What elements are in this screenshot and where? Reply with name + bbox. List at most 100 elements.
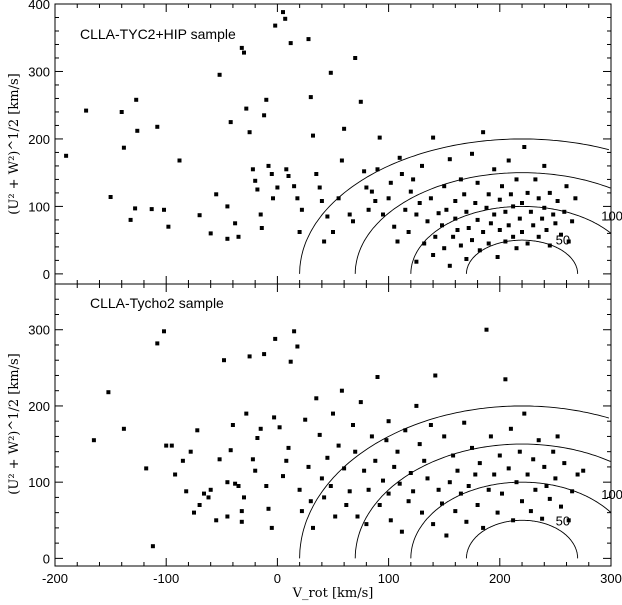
data-point: [462, 420, 467, 425]
data-point: [328, 70, 333, 75]
data-point: [540, 516, 545, 521]
data-point: [542, 205, 547, 210]
data-point: [239, 519, 244, 524]
data-point: [266, 506, 271, 511]
data-point: [525, 472, 530, 477]
y-axis-label-top: (U² + W²)^1/2 [km/s]: [7, 73, 22, 214]
x-tick-label: 0: [274, 571, 281, 586]
data-point: [381, 478, 385, 483]
data-point: [486, 241, 491, 246]
data-point: [217, 457, 222, 462]
data-point: [384, 438, 389, 443]
data-point: [230, 423, 235, 427]
data-point: [470, 445, 474, 450]
data-point: [520, 201, 524, 205]
data-point: [155, 124, 160, 129]
data-point: [197, 503, 202, 507]
y-tick-label: 0: [43, 551, 50, 566]
data-point: [188, 449, 193, 454]
data-point: [144, 466, 149, 471]
data-point: [228, 120, 233, 125]
data-point: [570, 489, 575, 494]
data-point: [492, 212, 497, 217]
data-point: [322, 239, 327, 244]
data-point: [121, 145, 126, 150]
data-point: [470, 238, 474, 243]
data-point: [386, 196, 391, 201]
data-point: [208, 231, 213, 236]
data-point: [506, 466, 511, 471]
x-axis-label: V_rot [km/s]: [292, 586, 374, 601]
data-point: [306, 464, 311, 469]
data-point: [511, 204, 516, 209]
data-point: [425, 219, 430, 224]
data-point: [225, 204, 230, 209]
data-point: [551, 449, 556, 454]
data-point: [436, 487, 441, 492]
data-point: [411, 177, 416, 182]
data-point: [242, 50, 246, 55]
data-point: [169, 443, 174, 448]
data-point: [488, 221, 493, 226]
data-point: [475, 217, 480, 222]
data-point: [533, 177, 538, 182]
data-point: [473, 201, 478, 205]
velocity-circle-200: [299, 138, 610, 274]
data-point: [284, 167, 289, 172]
data-point: [397, 481, 402, 486]
data-point: [288, 41, 293, 46]
data-point: [239, 509, 244, 514]
data-point: [373, 199, 378, 203]
data-point: [258, 212, 263, 217]
y-tick-label: 100: [28, 475, 50, 490]
data-point: [336, 443, 341, 448]
data-point: [135, 128, 140, 133]
data-point: [422, 458, 427, 463]
data-point: [121, 426, 126, 431]
data-point: [540, 216, 545, 221]
data-point: [192, 510, 196, 515]
data-point: [314, 396, 319, 401]
data-point: [351, 219, 355, 224]
data-point: [453, 216, 458, 221]
data-point: [414, 403, 419, 408]
data-point: [564, 184, 569, 189]
data-point: [431, 135, 436, 140]
data-point: [358, 400, 363, 405]
data-point: [233, 221, 238, 226]
data-point: [551, 212, 556, 217]
y-tick-label: 300: [28, 64, 50, 79]
data-point: [570, 219, 575, 224]
data-point: [533, 487, 538, 492]
data-point: [236, 234, 241, 239]
panel-title-top: CLLA-TYC2+HIP sample: [80, 26, 236, 42]
data-point: [266, 163, 271, 168]
data-point: [64, 153, 69, 158]
data-point: [481, 525, 486, 530]
data-point: [369, 189, 374, 194]
data-point: [462, 192, 467, 197]
data-point: [208, 487, 213, 492]
data-point: [355, 514, 360, 519]
data-point: [262, 352, 267, 357]
data-point: [258, 426, 263, 431]
data-point: [295, 196, 300, 201]
data-point: [273, 23, 278, 28]
data-point: [566, 239, 571, 244]
data-point: [242, 495, 246, 500]
data-point: [155, 341, 160, 346]
panel-top: CLLA-TYC2+HIP sample 50100150200 0 100 200…: [7, 0, 622, 285]
data-point: [269, 525, 274, 530]
data-point: [381, 212, 385, 217]
data-point: [239, 45, 244, 50]
data-point: [431, 522, 436, 527]
data-point: [447, 480, 452, 485]
data-point: [431, 253, 436, 257]
data-point: [451, 453, 456, 458]
data-point: [522, 145, 527, 149]
data-point: [225, 480, 230, 485]
data-point: [453, 199, 458, 203]
data-point: [475, 180, 480, 185]
data-point: [495, 255, 500, 259]
velocity-circle-label-100: 100: [601, 209, 622, 224]
